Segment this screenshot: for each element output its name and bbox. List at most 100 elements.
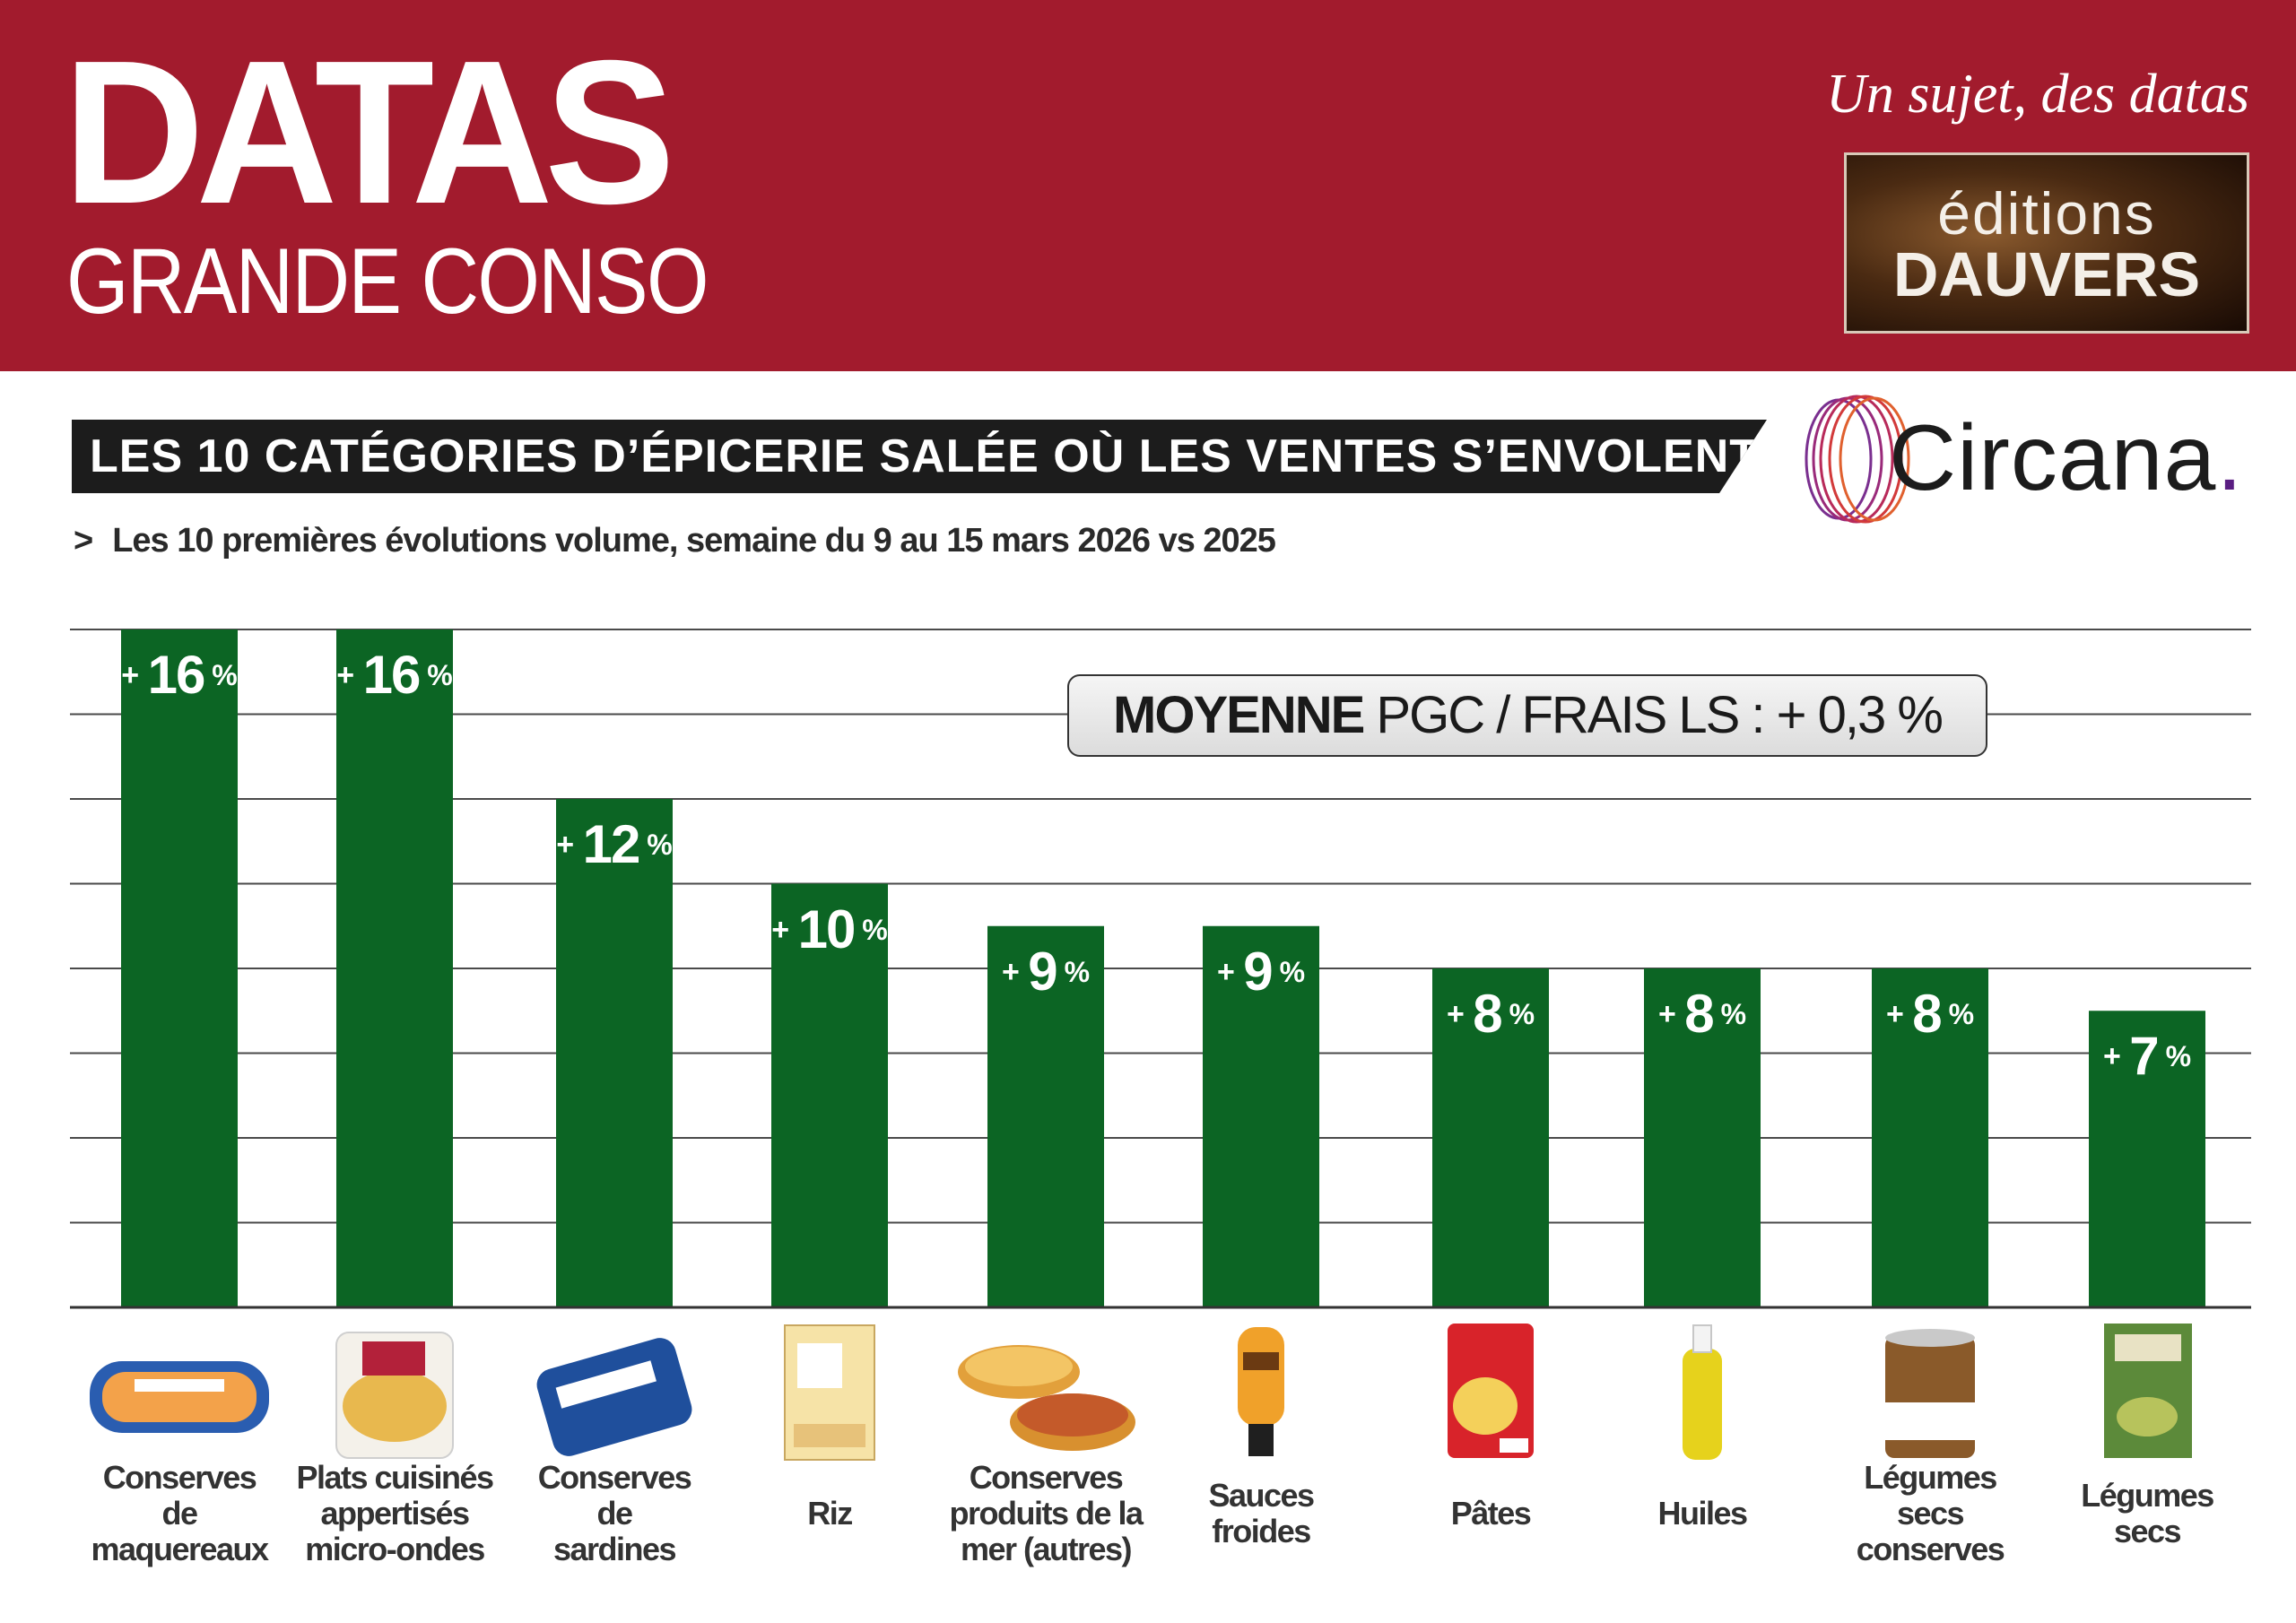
bar-value-unit: % bbox=[1712, 998, 1747, 1030]
bar-value-unit: % bbox=[639, 829, 673, 861]
chart-subtitle-row: > Les 10 premières évolutions volume, sem… bbox=[74, 518, 1276, 563]
category-label: Sauces froides bbox=[1149, 1478, 1373, 1549]
bar-value-sign: + bbox=[771, 912, 798, 947]
source-logo: Circana. bbox=[1803, 393, 2269, 527]
brand-title: DATAS bbox=[63, 19, 675, 247]
source-name: Circana bbox=[1889, 406, 2217, 510]
category-label-line: Conserves bbox=[969, 1459, 1124, 1496]
chart-subtitle: Les 10 premières évolutions volume, sema… bbox=[112, 522, 1276, 560]
bar-value-unit: % bbox=[1940, 998, 1975, 1030]
source-logo-text: Circana. bbox=[1889, 409, 2243, 508]
category-label-line: froides bbox=[1212, 1513, 1311, 1549]
category-label-line: produits de la bbox=[949, 1495, 1144, 1532]
bar bbox=[121, 629, 238, 1307]
average-label-rest: PGC / FRAIS LS : + 0,3 % bbox=[1363, 686, 1944, 744]
bar-value-number: 16 bbox=[362, 645, 422, 705]
bar-value-number: 8 bbox=[1684, 984, 1714, 1044]
bar-value-label: + 8 % bbox=[1886, 985, 1974, 1044]
category-label-line: micro-ondes bbox=[305, 1531, 485, 1567]
lentil-can-icon bbox=[1831, 1316, 2029, 1473]
category-label-line: secs bbox=[2113, 1513, 2182, 1549]
bar-value-unit: % bbox=[419, 659, 453, 691]
category-label-line: Riz bbox=[807, 1495, 853, 1532]
bar-value-sign: + bbox=[556, 828, 583, 862]
bar bbox=[556, 799, 673, 1307]
bar-value-unit: % bbox=[1500, 998, 1535, 1030]
bar-value-label: + 8 % bbox=[1658, 985, 1746, 1044]
bar bbox=[1432, 968, 1549, 1307]
bar-value-unit: % bbox=[1271, 955, 1306, 988]
ready-meal-bowl-icon bbox=[296, 1316, 493, 1473]
category-label-line: Plats cuisinés bbox=[296, 1459, 494, 1496]
sauce-bottle-icon bbox=[1162, 1316, 1360, 1473]
category-label: Riz bbox=[718, 1496, 942, 1532]
rice-box-icon bbox=[731, 1316, 928, 1473]
category-label: Conserves de sardines bbox=[502, 1460, 726, 1567]
category-label-line: sardines bbox=[552, 1531, 677, 1567]
category-label-line: secs bbox=[1896, 1495, 1965, 1532]
pasta-pack-icon bbox=[1392, 1316, 1589, 1473]
bar-value-label: + 12 % bbox=[556, 815, 672, 874]
bar-value-label: + 7 % bbox=[2103, 1027, 2191, 1086]
chart-title-banner: LES 10 CATÉGORIES D’ÉPICERIE SALÉE OÙ LE… bbox=[72, 420, 1767, 493]
bar-value-label: + 16 % bbox=[336, 646, 452, 705]
average-callout: MOYENNE PGC / FRAIS LS : + 0,3 % bbox=[1067, 674, 1987, 757]
category-label-line: mer (autres) bbox=[960, 1531, 1133, 1567]
category-label-line: Légumes bbox=[1864, 1459, 1997, 1496]
category-label-line: Conserves bbox=[537, 1459, 692, 1496]
bar-value-number: 8 bbox=[1473, 984, 1502, 1044]
publisher-logo: éditions DAUVERS bbox=[1844, 152, 2249, 334]
category-label: Conserves produits de la mer (autres) bbox=[934, 1460, 1158, 1567]
bar bbox=[1872, 968, 1988, 1307]
bar bbox=[771, 883, 888, 1307]
category-label: Conserves de maquereaux bbox=[67, 1460, 291, 1567]
seafood-cans-icon bbox=[947, 1316, 1144, 1473]
source-logo-dot: . bbox=[2216, 406, 2244, 510]
bar-value-sign: + bbox=[121, 658, 148, 692]
oil-bottle-icon bbox=[1604, 1316, 1801, 1473]
bar-value-number: 7 bbox=[2129, 1026, 2159, 1087]
bar-value-number: 16 bbox=[147, 645, 206, 705]
mackerel-can-icon bbox=[81, 1316, 278, 1473]
bar-value-sign: + bbox=[1657, 997, 1685, 1031]
bar-value-sign: + bbox=[1216, 954, 1244, 989]
bar bbox=[987, 925, 1104, 1307]
bar-value-sign: + bbox=[1446, 997, 1474, 1031]
category-label: Légumes secs conserves bbox=[1818, 1460, 2042, 1567]
bar bbox=[1203, 925, 1319, 1307]
category-label-line: de bbox=[161, 1495, 198, 1532]
bar-value-label: + 9 % bbox=[1002, 942, 1090, 1002]
category-label-line: Légumes bbox=[2081, 1477, 2214, 1514]
subtitle-marker: > bbox=[74, 522, 93, 560]
category-label: Plats cuisinés appertisés micro-ondes bbox=[283, 1460, 507, 1567]
bar-value-sign: + bbox=[1001, 954, 1029, 989]
bar bbox=[2089, 1011, 2205, 1307]
bar-value-number: 9 bbox=[1028, 941, 1057, 1002]
bar-value-label: + 8 % bbox=[1447, 985, 1535, 1044]
source-logo-rings-icon bbox=[1805, 395, 1910, 524]
tagline: Un sujet, des datas bbox=[1826, 64, 2249, 125]
bar-value-sign: + bbox=[336, 658, 363, 692]
bar bbox=[336, 629, 453, 1307]
category-label-line: de bbox=[596, 1495, 633, 1532]
category-label: Légumes secs bbox=[2035, 1478, 2259, 1549]
chart-title: LES 10 CATÉGORIES D’ÉPICERIE SALÉE OÙ LE… bbox=[90, 430, 1760, 482]
bar-value-sign: + bbox=[1885, 997, 1913, 1031]
category-label-line: maquereaux bbox=[91, 1531, 269, 1567]
bar-value-label: + 9 % bbox=[1217, 942, 1305, 1002]
category-label-line: Conserves bbox=[102, 1459, 257, 1496]
bar-value-sign: + bbox=[2102, 1039, 2130, 1074]
category-label-line: Sauces bbox=[1208, 1477, 1315, 1514]
bar-value-label: + 16 % bbox=[121, 646, 237, 705]
bar-value-unit: % bbox=[854, 913, 888, 946]
category-label-line: conserves bbox=[1856, 1531, 2005, 1567]
bar-value-unit: % bbox=[1056, 955, 1091, 988]
bar-value-unit: % bbox=[2157, 1040, 2192, 1073]
bar bbox=[1644, 968, 1761, 1307]
brand-subtitle: GRANDE CONSO bbox=[66, 230, 709, 334]
average-label-strong: MOYENNE bbox=[1113, 686, 1365, 744]
category-label: Huiles bbox=[1590, 1496, 1814, 1532]
sardine-can-icon bbox=[516, 1316, 713, 1473]
